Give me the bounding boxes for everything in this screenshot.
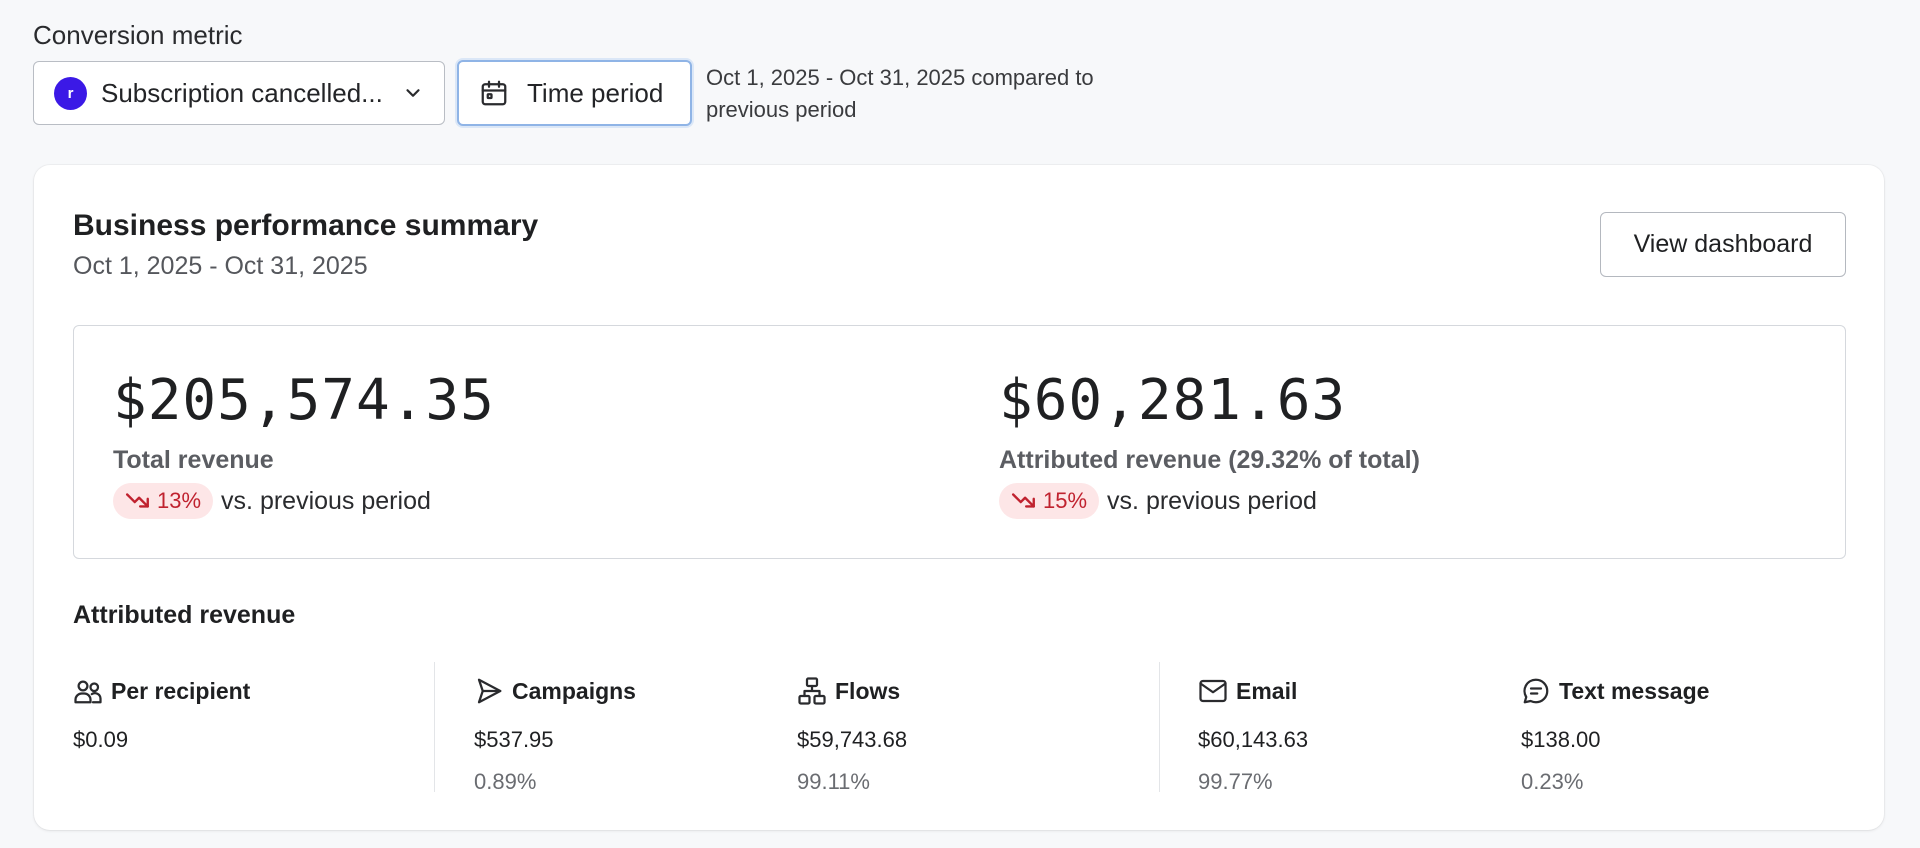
stat-value: $60,143.63 — [1198, 727, 1309, 752]
total-revenue-block: $205,574.35 Total revenue 13% vs. previo… — [113, 366, 495, 519]
total-revenue-label: Total revenue — [113, 446, 274, 474]
flow-icon — [798, 677, 826, 705]
brand-logo-icon: r — [54, 76, 87, 110]
attributed-revenue-amount: $60,281.63 — [999, 368, 1347, 433]
time-period-label: Time period — [527, 77, 664, 108]
stat-value: $537.95 — [474, 727, 554, 752]
stat-flows: Flows $59,743.68 99.11% — [797, 675, 907, 795]
stat-percent: 0.23% — [1521, 769, 1584, 794]
stat-value: $59,743.68 — [797, 727, 908, 752]
chevron-down-icon — [406, 89, 420, 97]
conversion-metric-dropdown[interactable]: r Subscription cancelled... — [33, 61, 445, 125]
people-icon — [74, 680, 102, 704]
card-date-range: Oct 1, 2025 - Oct 31, 2025 — [73, 252, 368, 280]
stat-text-message: Text message $138.00 0.23% — [1521, 675, 1709, 795]
revenue-summary-box: $205,574.35 Total revenue 13% vs. previo… — [73, 325, 1846, 559]
total-revenue-amount: $205,574.35 — [113, 368, 495, 433]
stat-percent: 99.77% — [1198, 769, 1273, 794]
stat-title: Flows — [835, 677, 901, 704]
stat-title: Campaigns — [512, 677, 636, 704]
stat-percent: 99.11% — [797, 769, 870, 794]
divider — [1159, 662, 1160, 792]
stat-title: Email — [1236, 677, 1298, 704]
change-percent: 15% — [1043, 488, 1088, 513]
conversion-metric-value: Subscription cancelled... — [101, 77, 383, 108]
change-badge: 15% — [999, 483, 1100, 519]
total-revenue-change: 13% vs. previous period — [113, 483, 495, 519]
send-icon — [477, 678, 502, 704]
trend-down-icon — [1011, 493, 1035, 508]
attributed-revenue-change: 15% vs. previous period — [999, 483, 1420, 519]
view-dashboard-button[interactable]: View dashboard — [1600, 212, 1846, 277]
stat-title: Per recipient — [111, 677, 251, 704]
stat-value: $138.00 — [1521, 727, 1601, 752]
stat-campaigns: Campaigns $537.95 0.89% — [474, 675, 636, 795]
stat-per-recipient: Per recipient $0.09 — [73, 675, 250, 753]
stat-percent: 0.89% — [474, 769, 537, 794]
change-suffix: vs. previous period — [1107, 486, 1317, 515]
calendar-icon — [481, 80, 507, 106]
change-percent: 13% — [157, 488, 202, 513]
stat-title: Text message — [1559, 677, 1710, 704]
attributed-revenue-label: Attributed revenue (29.32% of total) — [999, 446, 1420, 474]
mail-icon — [1199, 679, 1227, 703]
card-title: Business performance summary — [73, 209, 539, 242]
chat-icon — [1523, 678, 1549, 704]
time-period-button[interactable]: Time period — [457, 60, 692, 126]
business-performance-card: Business performance summary Oct 1, 2025… — [34, 165, 1884, 830]
trend-down-icon — [125, 493, 149, 508]
divider — [434, 662, 435, 792]
conversion-metric-label: Conversion metric — [33, 20, 243, 50]
attributed-revenue-block: $60,281.63 Attributed revenue (29.32% of… — [999, 366, 1420, 519]
period-description: Oct 1, 2025 - Oct 31, 2025 compared to p… — [706, 65, 1094, 122]
stat-email: Email $60,143.63 99.77% — [1198, 675, 1308, 795]
attributed-revenue-heading: Attributed revenue — [73, 601, 296, 629]
stat-value: $0.09 — [73, 727, 129, 752]
change-badge: 13% — [113, 483, 214, 519]
change-suffix: vs. previous period — [221, 486, 431, 515]
